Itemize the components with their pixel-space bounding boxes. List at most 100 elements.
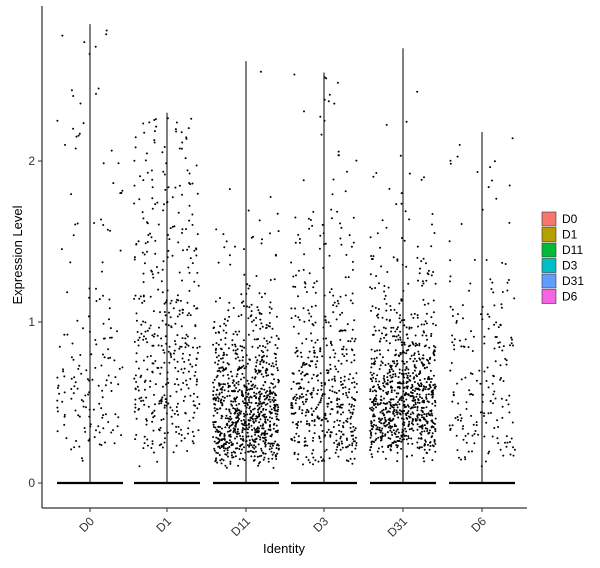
data-point — [417, 325, 419, 328]
data-point — [220, 446, 223, 448]
data-point — [180, 368, 183, 371]
data-point — [153, 409, 156, 412]
data-point — [383, 378, 386, 381]
data-point — [332, 178, 335, 181]
data-point — [166, 371, 169, 374]
data-point — [340, 403, 343, 406]
data-point — [234, 330, 237, 333]
data-point — [513, 297, 516, 300]
data-point — [192, 400, 195, 403]
data-point — [152, 276, 155, 279]
data-point — [414, 344, 417, 347]
data-point — [192, 435, 195, 438]
data-point — [396, 439, 399, 442]
data-point — [95, 343, 98, 346]
data-point — [392, 412, 395, 415]
data-point — [231, 339, 234, 342]
data-point — [320, 384, 323, 387]
data-point — [421, 284, 424, 287]
data-point — [403, 421, 406, 424]
data-point — [258, 403, 261, 406]
data-point — [403, 341, 406, 344]
data-point — [165, 412, 168, 415]
data-point — [462, 438, 465, 441]
data-point — [177, 383, 180, 386]
data-point — [165, 323, 167, 326]
data-point — [393, 389, 396, 392]
data-point — [382, 402, 385, 405]
data-point — [395, 311, 398, 314]
data-point — [432, 299, 435, 302]
data-point — [468, 289, 470, 292]
data-point — [399, 338, 402, 341]
data-point — [152, 310, 155, 313]
data-point — [97, 384, 100, 387]
data-point — [434, 417, 437, 420]
data-point — [151, 411, 154, 414]
data-point — [336, 403, 339, 405]
data-point — [319, 115, 322, 118]
data-point — [425, 451, 428, 454]
data-point — [341, 442, 344, 445]
data-point — [351, 442, 354, 445]
data-point — [472, 335, 475, 338]
data-point — [306, 444, 309, 447]
data-point — [352, 434, 354, 437]
data-point — [220, 427, 223, 430]
data-point — [219, 407, 222, 410]
data-point — [369, 429, 372, 432]
data-point — [266, 342, 269, 345]
data-point — [184, 337, 187, 340]
data-point — [332, 426, 335, 428]
data-point — [348, 388, 351, 391]
data-point — [88, 287, 91, 290]
data-point — [402, 380, 405, 383]
data-point — [163, 441, 166, 444]
data-point — [261, 366, 264, 369]
data-point — [62, 370, 65, 373]
data-point — [233, 384, 236, 387]
data-point — [214, 351, 217, 354]
data-point — [292, 325, 295, 328]
data-point — [89, 425, 92, 428]
data-point — [308, 430, 311, 432]
data-point — [425, 396, 428, 399]
data-point — [195, 357, 198, 360]
data-point — [270, 307, 273, 310]
data-point — [298, 397, 301, 400]
data-point — [433, 386, 436, 389]
data-point — [421, 334, 424, 337]
data-point — [248, 413, 251, 416]
data-point — [269, 420, 272, 423]
data-point — [258, 312, 261, 315]
data-point — [373, 357, 376, 360]
data-point — [195, 383, 198, 386]
data-point — [259, 436, 262, 439]
data-point — [298, 318, 301, 321]
data-point — [265, 355, 268, 358]
data-point — [70, 356, 73, 359]
data-point — [414, 334, 417, 337]
data-point — [497, 426, 500, 428]
data-point — [297, 332, 300, 335]
legend-label: D1 — [562, 228, 578, 242]
data-point — [387, 410, 390, 413]
data-point — [254, 420, 257, 422]
data-point — [505, 363, 508, 366]
data-point — [418, 353, 420, 356]
data-point — [434, 399, 436, 402]
data-point — [70, 193, 73, 196]
data-point — [419, 446, 421, 449]
data-point — [493, 323, 496, 326]
data-point — [310, 305, 313, 308]
data-point — [249, 405, 251, 408]
data-point — [419, 379, 422, 382]
data-point — [403, 424, 406, 426]
data-point — [195, 248, 198, 251]
data-point — [304, 414, 307, 417]
data-point — [255, 428, 258, 430]
data-point — [170, 299, 173, 302]
data-point — [308, 461, 311, 464]
data-point — [159, 372, 162, 375]
data-point — [319, 350, 322, 353]
